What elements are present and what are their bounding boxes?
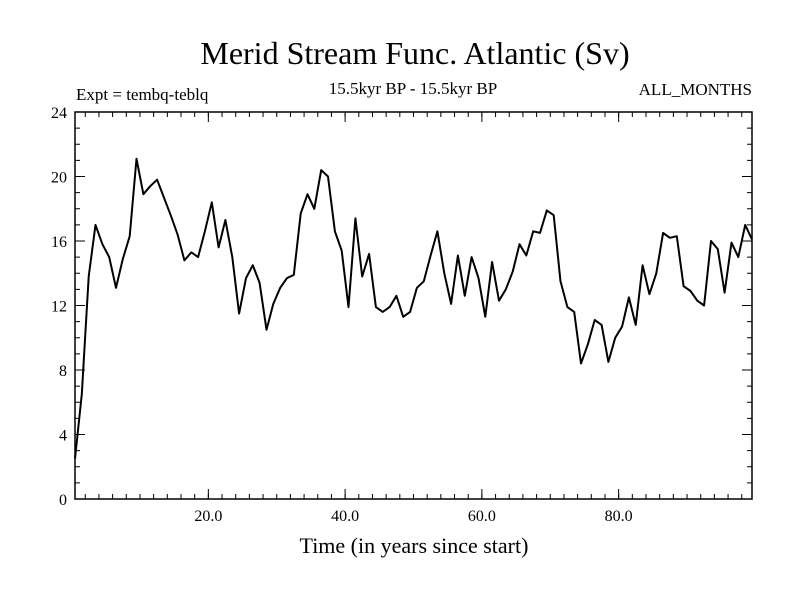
chart-subtitle-center: 15.5kyr BP - 15.5kyr BP: [329, 79, 497, 98]
chart-title: Merid Stream Func. Atlantic (Sv): [200, 35, 629, 71]
chart-subtitle-right: ALL_MONTHS: [639, 80, 752, 99]
tick-labels: 20.0 40.0 60.0 80.0 0 4 8 12 16 20 24: [51, 105, 633, 525]
chart-subtitle-left: Expt = tembq-teblq: [76, 85, 209, 104]
x-tick-label: 60.0: [468, 508, 496, 525]
y-tick-label: 20: [51, 170, 67, 187]
x-tick-label: 80.0: [605, 508, 633, 525]
y-tick-label: 24: [51, 105, 67, 122]
x-axis-label: Time (in years since start): [300, 533, 529, 558]
y-tick-label: 4: [59, 428, 67, 445]
series-layer: [74, 157, 753, 459]
series-line: [74, 157, 753, 459]
y-tick-label: 12: [51, 299, 67, 316]
x-tick-label: 40.0: [331, 508, 359, 525]
axis-ticks: [75, 111, 752, 500]
x-tick-label: 20.0: [194, 508, 222, 525]
plot-frame: [74, 111, 753, 500]
y-tick-label: 16: [51, 234, 67, 251]
y-tick-label: 8: [59, 363, 67, 380]
y-tick-label: 0: [59, 492, 67, 509]
